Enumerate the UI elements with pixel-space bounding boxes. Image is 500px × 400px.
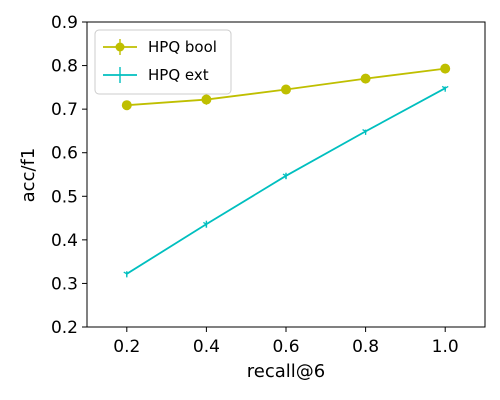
x-tick-label: 1.0 [432, 337, 459, 357]
y-tick-label: 0.5 [51, 187, 78, 207]
series-1 [123, 85, 449, 278]
data-point [201, 94, 212, 105]
data-point [203, 221, 210, 228]
legend-marker [115, 42, 125, 52]
data-point [282, 173, 290, 180]
legend-box [94, 29, 232, 95]
x-tick-label: 0.8 [352, 337, 379, 357]
data-point [123, 271, 131, 278]
legend-label: HPQ ext [148, 66, 209, 84]
y-tick-label: 0.8 [51, 57, 78, 77]
y-tick-label: 0.4 [51, 231, 78, 251]
x-tick-label: 0.4 [193, 337, 220, 357]
x-tick-label: 0.6 [272, 337, 299, 357]
y-tick-label: 0.7 [51, 100, 78, 120]
y-tick-label: 0.9 [51, 13, 78, 33]
legend-label: HPQ bool [148, 38, 217, 56]
series-layer [121, 63, 451, 278]
y-axis-ticks: 0.2 0.3 0.4 0.5 0.6 0.7 0.8 0.9 [51, 13, 87, 338]
legend: HPQ bool HPQ ext [94, 29, 232, 95]
data-point [362, 129, 369, 135]
data-point [440, 63, 451, 74]
series-0 [121, 63, 451, 111]
data-point [360, 73, 371, 84]
y-tick-label: 0.3 [51, 274, 78, 294]
data-point [121, 100, 132, 111]
data-point [441, 85, 449, 92]
x-tick-label: 0.2 [113, 337, 140, 357]
x-axis-ticks: 0.2 0.4 0.6 0.8 1.0 [113, 327, 459, 357]
x-axis-label: recall@6 [247, 361, 325, 382]
y-tick-label: 0.2 [51, 318, 78, 338]
legend-entry: HPQ ext [103, 66, 209, 84]
data-point [281, 84, 291, 95]
legend-entry: HPQ bool [103, 38, 217, 56]
y-axis-label: acc/f1 [18, 148, 39, 203]
y-tick-label: 0.6 [51, 144, 78, 164]
